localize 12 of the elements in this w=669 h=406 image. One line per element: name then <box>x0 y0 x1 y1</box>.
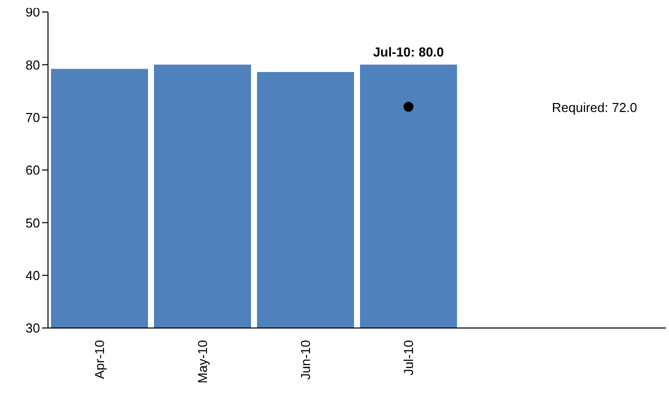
y-tick-label: 60 <box>26 162 40 178</box>
x-tick-label: Jul-10 <box>401 340 416 376</box>
y-tick-label: 40 <box>26 268 40 283</box>
x-tick-label: Apr-10 <box>92 340 107 380</box>
y-tick-label: 80 <box>26 57 40 72</box>
y-tick-label: 70 <box>26 110 40 125</box>
y-tick-label: 30 <box>26 320 40 336</box>
annotation: Required: 72.0 <box>552 100 638 115</box>
x-tick-label: Jun-10 <box>298 340 313 380</box>
x-tick-label: May-10 <box>195 340 210 384</box>
y-tick-label: 50 <box>26 215 40 230</box>
data-label: Jul-10: 80.0 <box>373 44 444 60</box>
